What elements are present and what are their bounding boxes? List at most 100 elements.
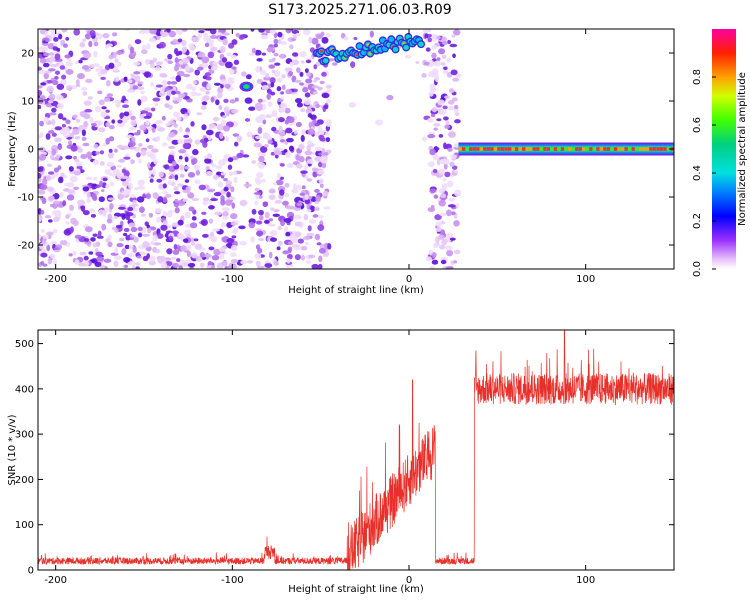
spectrogram-cell: [257, 127, 263, 134]
spectrogram-y-label: Frequency (Hz): [7, 111, 18, 187]
spectrogram-cell: [246, 131, 253, 138]
spectrogram-cell: [199, 87, 206, 92]
spectrogram-cell: [93, 143, 99, 149]
spectrogram-cell: [325, 84, 332, 89]
spectrogram-cell: [92, 63, 100, 68]
spectrogram-cell: [308, 36, 313, 44]
spectrogram-cell: [73, 219, 79, 227]
spectrogram-cell: [227, 157, 234, 163]
spectrogram-cell: [429, 188, 437, 194]
spectrogram-cell: [433, 122, 441, 127]
spectrogram-cell: [312, 214, 319, 218]
spectrogram-cell: [152, 57, 157, 63]
spectrogram-cell: [123, 170, 130, 178]
spectrogram-cell: [133, 236, 139, 243]
spectrogram-cell: [215, 165, 222, 170]
spectrogram-cell: [427, 117, 434, 123]
spectrogram-cell: [254, 187, 260, 192]
spectrogram-cell: [38, 150, 42, 156]
spectrogram-cell: [257, 162, 266, 169]
spectrogram-cell: [136, 129, 141, 134]
spectrogram-cell: [258, 155, 265, 163]
spectrogram-cell: [126, 134, 133, 139]
spectrogram-cell: [205, 91, 210, 95]
spectrogram-cell: [132, 246, 137, 254]
spectrogram-cell: [222, 115, 227, 119]
spectrogram-cell: [182, 262, 188, 267]
spectrogram-cell: [197, 66, 204, 71]
spectrogram-cell: [40, 209, 45, 215]
spectrogram-cell: [250, 236, 256, 243]
spectrogram-cell: [185, 65, 191, 72]
spectrogram-cell: [123, 145, 130, 150]
spectrogram-cell: [314, 188, 320, 193]
spectrogram-cell: [46, 231, 54, 236]
spectrogram-cell: [284, 192, 290, 198]
spectrogram-cell: [325, 132, 330, 136]
spectrogram-cell: [55, 154, 61, 159]
spectrogram-cell: [173, 186, 179, 191]
spectrogram-cell: [116, 144, 123, 149]
spectrogram-cell: [200, 262, 205, 268]
spectrogram-cell: [105, 109, 110, 113]
spectrogram-cell: [117, 193, 124, 200]
spectrogram-cell: [170, 256, 177, 261]
spectrogram-cell: [200, 218, 208, 226]
spectrogram-cell: [321, 71, 327, 77]
spectrogram-cell: [92, 183, 97, 187]
spectrogram-cell: [427, 133, 436, 139]
spectrogram-cell: [236, 135, 243, 142]
spectrogram-cell: [178, 155, 183, 160]
spectrogram-cell: [254, 177, 260, 183]
spectrogram-cell: [148, 170, 153, 176]
spectrogram-cell: [114, 228, 119, 233]
spectrogram-cell: [222, 57, 228, 63]
spectrogram-cell: [301, 130, 306, 136]
spectrogram-cell: [233, 176, 238, 184]
zero-line-cell: [596, 147, 600, 151]
spectrogram-cell: [435, 221, 443, 228]
spectrogram-cell: [306, 71, 312, 77]
zero-line-cell: [543, 147, 547, 151]
spectrogram-cell: [65, 61, 73, 67]
spectrogram-cell: [45, 174, 52, 182]
spectrogram-cell: [38, 167, 44, 172]
spectrogram-cell: [182, 198, 189, 202]
spectrogram-cell: [233, 59, 240, 65]
spectrogram-cell: [226, 52, 232, 57]
spectrogram-cell: [142, 241, 150, 248]
zero-line-cell: [507, 147, 512, 151]
zero-line-cell: [462, 147, 466, 151]
spectrogram-cell: [453, 260, 458, 264]
spectrogram-cell: [124, 264, 128, 268]
spectrogram-cell: [116, 50, 123, 56]
spectrogram-cell: [57, 145, 63, 150]
spectrogram-cell: [96, 256, 105, 262]
spectrogram-cell: [140, 251, 147, 256]
spectrogram-cell: [161, 115, 166, 121]
spectrogram-cell: [267, 139, 273, 145]
spectrogram-cell: [186, 250, 191, 258]
spectrogram-cell: [91, 193, 97, 200]
spectrogram-cell: [43, 116, 49, 124]
spectrogram-cell: [164, 164, 170, 170]
spectrogram-cell: [128, 222, 136, 228]
spectrogram-cell: [155, 120, 163, 125]
spectrogram-cell: [317, 169, 325, 175]
spectrogram-cell: [108, 136, 115, 142]
spectrogram-cell: [220, 195, 225, 202]
zero-line-cell: [476, 147, 480, 151]
snr-y-label: SNR (10 * v/v): [7, 414, 18, 485]
spectrogram-cell: [176, 96, 182, 102]
spectrogram-cell: [182, 238, 189, 243]
spectrogram-cell: [95, 251, 103, 257]
spectrogram-cell: [168, 30, 177, 38]
spectrogram-cell: [230, 213, 238, 220]
spectrogram-cell: [57, 176, 64, 184]
spectrogram-cell: [312, 170, 318, 178]
spectrogram-cell: [294, 221, 302, 227]
spectrogram-cell: [241, 71, 247, 77]
spectrogram-cell: [195, 169, 201, 176]
spectrogram-cell: [83, 51, 92, 59]
spectrogram-cell: [343, 36, 349, 41]
